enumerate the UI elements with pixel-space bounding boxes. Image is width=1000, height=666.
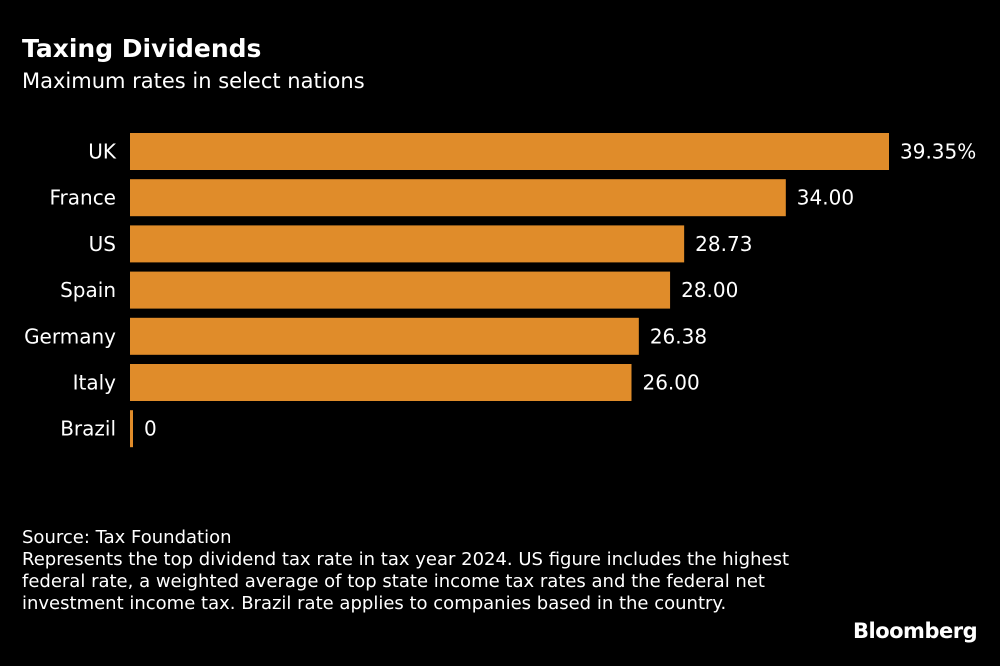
category-label: Italy (73, 371, 117, 395)
chart-subtitle: Maximum rates in select nations (22, 69, 365, 93)
bar-italy (130, 364, 632, 401)
bar-brazil (130, 410, 133, 448)
chart-title: Taxing Dividends (22, 34, 262, 63)
value-label: 39.35% (900, 140, 976, 164)
value-label: 28.00 (681, 278, 738, 302)
bar-uk (130, 133, 889, 170)
source-text: Source: Tax Foundation (22, 527, 232, 548)
bloomberg-logo: Bloomberg (853, 619, 978, 643)
category-label: US (89, 232, 116, 256)
bar-us (130, 225, 685, 263)
bar-germany (130, 317, 639, 355)
value-label: 26.00 (642, 371, 699, 395)
source-note: Source: Tax Foundation Represents the to… (22, 527, 822, 615)
value-label: 0 (144, 417, 157, 441)
footnote-text: Represents the top dividend tax rate in … (22, 549, 790, 614)
category-label: Brazil (60, 417, 116, 441)
bar-france (130, 179, 786, 217)
value-label: 26.38 (650, 324, 707, 348)
category-label: Spain (60, 278, 116, 302)
bar-spain (130, 271, 671, 309)
category-label: France (49, 186, 116, 210)
value-label: 34.00 (797, 186, 854, 210)
category-label: Germany (24, 324, 116, 348)
category-label: UK (88, 140, 117, 164)
value-label: 28.73 (695, 232, 752, 256)
